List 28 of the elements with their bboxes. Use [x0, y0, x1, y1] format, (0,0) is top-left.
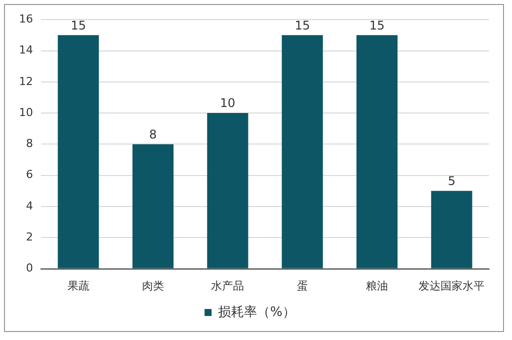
y-tick-label: 2 — [26, 230, 33, 244]
y-tick-label: 12 — [18, 74, 33, 88]
y-tick-label: 4 — [26, 199, 33, 212]
bar — [431, 190, 472, 268]
data-label: 15 — [70, 18, 86, 32]
y-tick-label: 14 — [18, 44, 33, 57]
legend-label: 损耗率（%） — [218, 304, 296, 320]
y-tick-label: 8 — [26, 137, 33, 150]
y-tick-label: 16 — [18, 12, 33, 26]
data-label: 15 — [294, 18, 310, 32]
data-label: 5 — [448, 174, 456, 188]
x-tick-label: 发达国家水平 — [418, 279, 485, 292]
y-tick-label: 0 — [26, 262, 33, 275]
bar — [207, 113, 248, 268]
data-label: 10 — [220, 96, 236, 110]
bar — [58, 35, 99, 268]
bar — [356, 35, 398, 268]
x-tick-label: 肉类 — [142, 279, 164, 292]
data-label: 15 — [369, 18, 385, 32]
x-tick-label: 粮油 — [366, 279, 388, 292]
bar — [282, 35, 323, 268]
x-tick-label: 果蔬 — [67, 279, 90, 292]
y-tick-label: 6 — [26, 168, 33, 182]
x-tick-label: 水产品 — [211, 279, 244, 292]
y-tick-label: 10 — [18, 106, 33, 119]
bar — [132, 144, 174, 268]
x-tick-label: 蛋 — [296, 279, 308, 292]
data-label: 8 — [149, 127, 157, 142]
